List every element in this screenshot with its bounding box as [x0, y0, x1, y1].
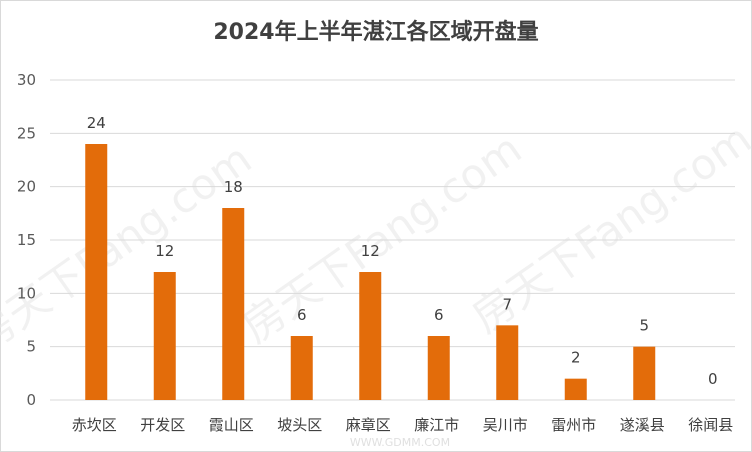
x-category-label: 坡头区 [277, 416, 322, 434]
x-category-label: 遂溪县 [620, 416, 665, 434]
data-label: 6 [297, 306, 307, 324]
data-label: 0 [708, 370, 718, 388]
data-label: 12 [361, 242, 380, 260]
bar [564, 378, 587, 400]
bar [496, 325, 519, 400]
x-category-label: 开发区 [140, 416, 185, 434]
y-tick-label: 15 [17, 231, 36, 249]
watermark-text: 房天下Fang.com [0, 134, 260, 362]
x-category-label: 廉江市 [414, 416, 459, 434]
gridlines [50, 79, 735, 401]
bar [359, 272, 382, 400]
x-category-label: 徐闻县 [688, 416, 733, 434]
data-label: 18 [224, 178, 243, 196]
x-axis-categories: 赤坎区 开发区 霞山区 坡头区 麻章区 廉江市 吴川市 雷州市 遂溪县 徐闻县 [72, 416, 734, 434]
data-label: 5 [639, 317, 649, 335]
bar [85, 144, 108, 400]
watermark-text: WWW.GDMM.COM [350, 436, 450, 449]
data-label: 7 [502, 295, 512, 313]
y-tick-label: 25 [17, 124, 36, 142]
data-label: 24 [87, 114, 106, 132]
chart-title: 2024年上半年湛江各区域开盘量 [213, 20, 539, 45]
x-category-label: 雷州市 [551, 416, 596, 434]
data-labels: 24 12 18 6 12 6 7 2 5 0 [87, 114, 718, 388]
y-axis-ticks: 0 5 10 15 20 25 30 [17, 71, 36, 409]
data-label: 2 [571, 349, 581, 367]
y-tick-label: 0 [26, 391, 36, 409]
y-tick-label: 5 [26, 338, 36, 356]
data-label: 6 [434, 306, 444, 324]
x-category-label: 霞山区 [209, 416, 254, 434]
x-category-label: 麻章区 [346, 416, 391, 434]
bar [222, 208, 245, 400]
y-tick-label: 10 [17, 284, 36, 302]
bar [633, 346, 656, 400]
x-category-label: 吴川市 [483, 416, 528, 434]
bars [85, 144, 656, 400]
bar [427, 336, 450, 400]
y-tick-label: 20 [17, 178, 36, 196]
y-tick-label: 30 [17, 71, 36, 89]
bar [290, 336, 313, 400]
data-label: 12 [155, 242, 174, 260]
bar [153, 272, 176, 400]
x-category-label: 赤坎区 [72, 416, 117, 434]
